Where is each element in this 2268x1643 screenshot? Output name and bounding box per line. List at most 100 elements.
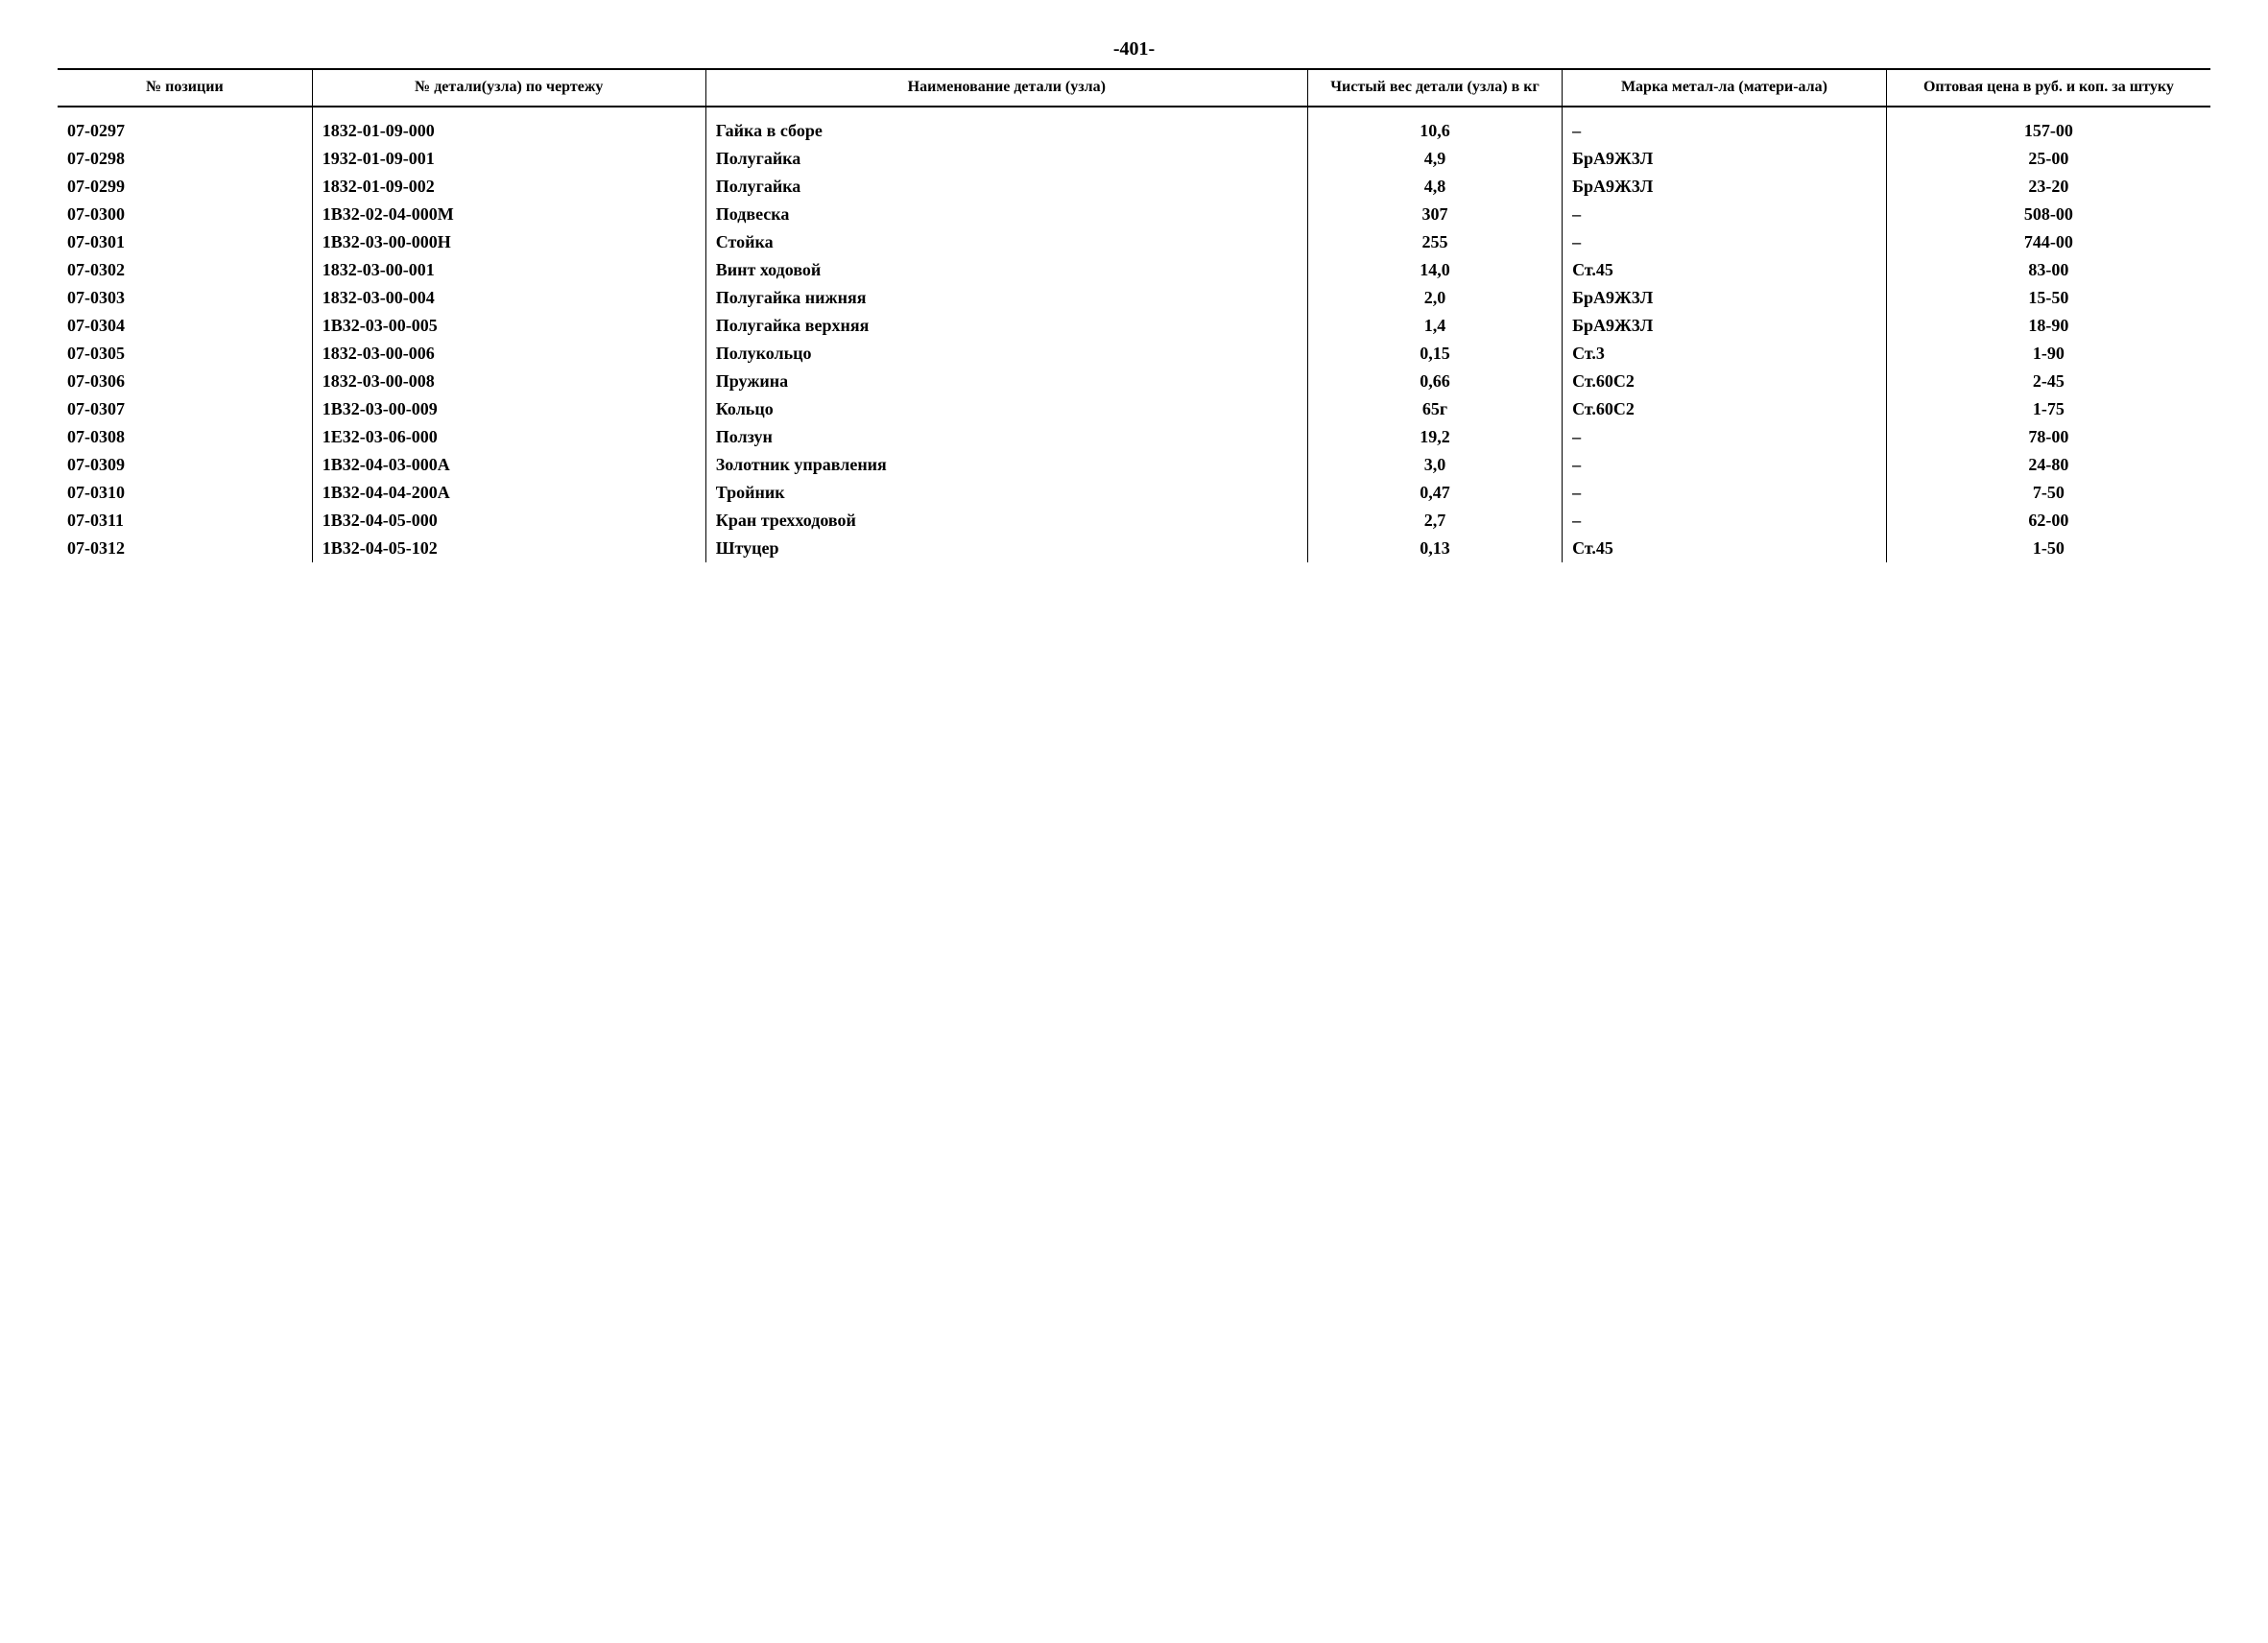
cell-drawing: 1В32-04-05-102 [312, 535, 705, 562]
cell-drawing: 1832-01-09-000 [312, 107, 705, 145]
cell-position: 07-0312 [58, 535, 312, 562]
cell-weight: 2,0 [1307, 284, 1562, 312]
header-position: № позиции [58, 69, 312, 107]
cell-weight: 0,66 [1307, 368, 1562, 395]
cell-price: 15-50 [1886, 284, 2210, 312]
cell-name: Стойка [705, 228, 1307, 256]
cell-name: Тройник [705, 479, 1307, 507]
cell-name: Ползун [705, 423, 1307, 451]
cell-weight: 1,4 [1307, 312, 1562, 340]
cell-position: 07-0304 [58, 312, 312, 340]
cell-position: 07-0302 [58, 256, 312, 284]
table-row: 07-03101В32-04-04-200АТройник0,47–7-50 [58, 479, 2210, 507]
table-row: 07-03031832-03-00-004Полугайка нижняя2,0… [58, 284, 2210, 312]
cell-drawing: 1832-03-00-008 [312, 368, 705, 395]
cell-material: Ст.60С2 [1563, 368, 1887, 395]
cell-weight: 4,9 [1307, 145, 1562, 173]
table-row: 07-03091В32-04-03-000АЗолотник управлени… [58, 451, 2210, 479]
parts-table: № позиции № детали(узла) по чертежу Наим… [58, 68, 2210, 562]
cell-position: 07-0311 [58, 507, 312, 535]
table-row: 07-03061832-03-00-008Пружина0,66Ст.60С22… [58, 368, 2210, 395]
cell-material: Ст.3 [1563, 340, 1887, 368]
page-number: -401- [58, 38, 2210, 60]
cell-position: 07-0309 [58, 451, 312, 479]
cell-weight: 3,0 [1307, 451, 1562, 479]
cell-position: 07-0307 [58, 395, 312, 423]
cell-name: Подвеска [705, 201, 1307, 228]
cell-drawing: 1В32-04-03-000А [312, 451, 705, 479]
table-row: 07-02971832-01-09-000Гайка в сборе10,6–1… [58, 107, 2210, 145]
cell-price: 2-45 [1886, 368, 2210, 395]
cell-price: 25-00 [1886, 145, 2210, 173]
cell-position: 07-0306 [58, 368, 312, 395]
cell-drawing: 1В32-04-04-200А [312, 479, 705, 507]
cell-name: Полугайка [705, 145, 1307, 173]
cell-name: Полукольцо [705, 340, 1307, 368]
cell-weight: 10,6 [1307, 107, 1562, 145]
cell-drawing: 1832-03-00-006 [312, 340, 705, 368]
cell-drawing: 1В32-03-00-009 [312, 395, 705, 423]
cell-drawing: 1832-03-00-001 [312, 256, 705, 284]
cell-position: 07-0305 [58, 340, 312, 368]
cell-name: Полугайка [705, 173, 1307, 201]
cell-price: 62-00 [1886, 507, 2210, 535]
cell-material: БрА9Ж3Л [1563, 312, 1887, 340]
cell-price: 83-00 [1886, 256, 2210, 284]
cell-name: Полугайка верхняя [705, 312, 1307, 340]
header-weight: Чистый вес детали (узла) в кг [1307, 69, 1562, 107]
cell-weight: 255 [1307, 228, 1562, 256]
cell-position: 07-0300 [58, 201, 312, 228]
table-row: 07-02981932-01-09-001Полугайка4,9БрА9Ж3Л… [58, 145, 2210, 173]
cell-price: 78-00 [1886, 423, 2210, 451]
cell-drawing: 1Е32-03-06-000 [312, 423, 705, 451]
cell-material: Ст.60С2 [1563, 395, 1887, 423]
table-row: 07-03081Е32-03-06-000Ползун19,2–78-00 [58, 423, 2210, 451]
header-drawing: № детали(узла) по чертежу [312, 69, 705, 107]
cell-material: БрА9Ж3Л [1563, 284, 1887, 312]
cell-material: БрА9Ж3Л [1563, 173, 1887, 201]
table-row: 07-03021832-03-00-001Винт ходовой14,0Ст.… [58, 256, 2210, 284]
cell-material: – [1563, 451, 1887, 479]
cell-price: 1-50 [1886, 535, 2210, 562]
cell-weight: 2,7 [1307, 507, 1562, 535]
cell-weight: 0,47 [1307, 479, 1562, 507]
cell-drawing: 1832-03-00-004 [312, 284, 705, 312]
cell-price: 157-00 [1886, 107, 2210, 145]
cell-material: Ст.45 [1563, 535, 1887, 562]
table-row: 07-03071В32-03-00-009Кольцо65гСт.60С21-7… [58, 395, 2210, 423]
table-header-row: № позиции № детали(узла) по чертежу Наим… [58, 69, 2210, 107]
table-row: 07-03111В32-04-05-000Кран трехходовой2,7… [58, 507, 2210, 535]
cell-material: Ст.45 [1563, 256, 1887, 284]
cell-price: 18-90 [1886, 312, 2210, 340]
cell-drawing: 1В32-03-00-005 [312, 312, 705, 340]
table-body: 07-02971832-01-09-000Гайка в сборе10,6–1… [58, 107, 2210, 562]
cell-material: БрА9Ж3Л [1563, 145, 1887, 173]
cell-material: – [1563, 479, 1887, 507]
cell-position: 07-0297 [58, 107, 312, 145]
cell-price: 1-75 [1886, 395, 2210, 423]
cell-price: 7-50 [1886, 479, 2210, 507]
cell-price: 1-90 [1886, 340, 2210, 368]
cell-weight: 0,15 [1307, 340, 1562, 368]
cell-weight: 19,2 [1307, 423, 1562, 451]
cell-position: 07-0308 [58, 423, 312, 451]
table-row: 07-02991832-01-09-002Полугайка4,8БрА9Ж3Л… [58, 173, 2210, 201]
cell-weight: 0,13 [1307, 535, 1562, 562]
cell-price: 24-80 [1886, 451, 2210, 479]
cell-drawing: 1В32-02-04-000М [312, 201, 705, 228]
cell-drawing: 1832-01-09-002 [312, 173, 705, 201]
cell-position: 07-0303 [58, 284, 312, 312]
cell-material: – [1563, 201, 1887, 228]
cell-position: 07-0299 [58, 173, 312, 201]
cell-name: Гайка в сборе [705, 107, 1307, 145]
cell-price: 508-00 [1886, 201, 2210, 228]
cell-weight: 14,0 [1307, 256, 1562, 284]
table-row: 07-03051832-03-00-006Полукольцо0,15Ст.31… [58, 340, 2210, 368]
table-row: 07-03121В32-04-05-102Штуцер0,13Ст.451-50 [58, 535, 2210, 562]
cell-price: 744-00 [1886, 228, 2210, 256]
header-price: Оптовая цена в руб. и коп. за штуку [1886, 69, 2210, 107]
cell-drawing: 1932-01-09-001 [312, 145, 705, 173]
table-row: 07-03041В32-03-00-005Полугайка верхняя1,… [58, 312, 2210, 340]
cell-price: 23-20 [1886, 173, 2210, 201]
cell-name: Кран трехходовой [705, 507, 1307, 535]
